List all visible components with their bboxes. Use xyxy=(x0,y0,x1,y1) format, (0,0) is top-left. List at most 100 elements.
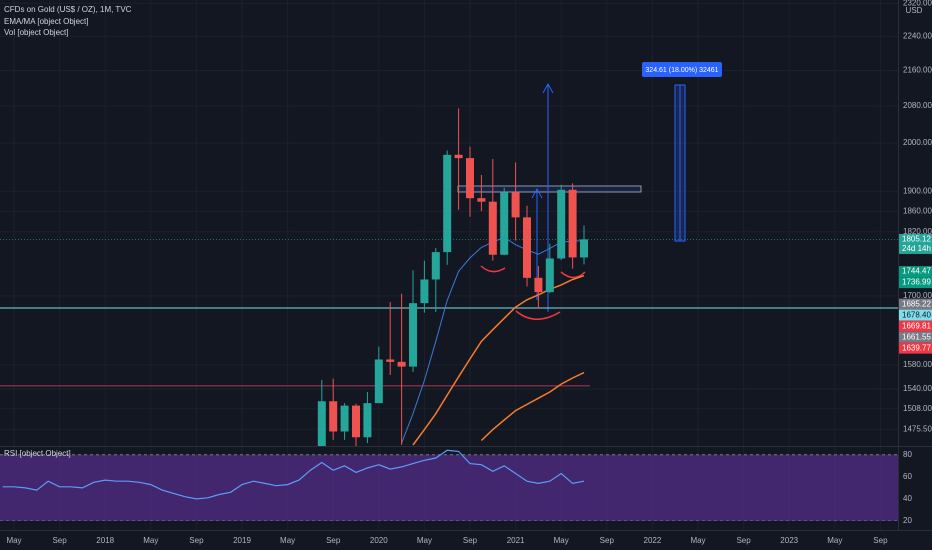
x-tick-label: 2023 xyxy=(780,536,798,545)
y-tick-label: 1475.50 xyxy=(903,424,932,433)
candle-body xyxy=(397,361,406,367)
candle-body xyxy=(443,154,452,253)
rsi-tick-label: 60 xyxy=(903,472,912,481)
price-tag-countdown: 24d 14h xyxy=(902,244,931,253)
y-tick-label: 2080.00 xyxy=(903,101,932,110)
x-tick-label: Sep xyxy=(736,536,751,545)
candle-body xyxy=(568,189,577,258)
price-tag xyxy=(899,266,932,278)
candle-body xyxy=(340,405,349,432)
candle-body xyxy=(363,403,372,438)
x-tick-label: Sep xyxy=(600,536,615,545)
x-tick-label: May xyxy=(6,536,21,545)
candle-body xyxy=(580,239,588,258)
candle-body xyxy=(534,277,543,293)
price-tag-label: 1669.81 xyxy=(902,321,931,330)
price-tag xyxy=(899,309,932,321)
candle-body xyxy=(431,252,440,280)
rsi-tick-label: 40 xyxy=(903,494,912,503)
candle-body xyxy=(329,401,338,432)
x-tick-label: May xyxy=(280,536,295,545)
candle-body xyxy=(545,258,554,293)
x-tick-label: Sep xyxy=(873,536,888,545)
y-tick-label: 2320.00 xyxy=(903,0,932,7)
zone-box xyxy=(457,185,642,193)
price-tag-label: 1661.55 xyxy=(902,332,931,341)
x-tick-label: 2022 xyxy=(644,536,662,545)
y-tick-label: 2000.00 xyxy=(903,138,932,147)
candle-body xyxy=(386,359,395,362)
price-tag-label: 1639.77 xyxy=(902,343,931,352)
x-tick-label: 2018 xyxy=(96,536,114,545)
measure-label: 324.61 (18.00%) 32461 xyxy=(645,67,718,74)
grid xyxy=(0,0,898,530)
candle-body xyxy=(454,154,463,159)
x-tick-label: Sep xyxy=(463,536,478,545)
price-tag-label: 1685.22 xyxy=(902,299,931,308)
candle-body xyxy=(352,405,360,438)
price-tag xyxy=(899,298,932,310)
y-tick-label: 1700.00 xyxy=(903,291,932,300)
indicator-label: Vol [object Object] xyxy=(4,28,68,37)
price-tag-label: 1678.40 xyxy=(902,310,931,319)
x-tick-label: Sep xyxy=(326,536,341,545)
x-tick-label: 2019 xyxy=(233,536,251,545)
y-tick-label: 1820.00 xyxy=(903,227,932,236)
price-tag xyxy=(899,233,932,254)
price-tag xyxy=(899,331,932,343)
x-tick-label: Sep xyxy=(189,536,204,545)
x-tick-label: 2021 xyxy=(507,536,525,545)
curve-drawing xyxy=(515,310,561,320)
currency-label: USD xyxy=(906,6,923,15)
chart-title: CFDs on Gold (US$ / OZ), 1M, TVC xyxy=(4,5,132,14)
x-tick-label: May xyxy=(827,536,842,545)
moving-average xyxy=(480,371,585,442)
y-tick-label: 2160.00 xyxy=(903,66,932,75)
arrow-head xyxy=(542,82,554,94)
candle-body xyxy=(477,198,486,202)
candle-body xyxy=(466,158,474,199)
candle-body xyxy=(511,192,520,218)
moving-average xyxy=(412,274,585,446)
price-tag-label: 1744.47 xyxy=(902,267,931,276)
price-tag xyxy=(899,277,932,289)
price-tag-label: 1736.99 xyxy=(902,278,931,287)
rsi-line xyxy=(2,449,585,500)
y-tick-label: 2240.00 xyxy=(903,31,932,40)
candle-body xyxy=(374,359,383,404)
rsi-tick-label: 20 xyxy=(903,516,912,525)
curve-drawing xyxy=(480,265,506,273)
price-tag-label: 1805.12 xyxy=(902,235,931,244)
y-tick-label: 1860.00 xyxy=(903,206,932,215)
arrow-head xyxy=(531,187,543,199)
rsi-label: RSI [object Object] xyxy=(4,449,71,458)
x-tick-label: May xyxy=(554,536,569,545)
x-tick-label: 2020 xyxy=(370,536,388,545)
y-tick-label: 1508.00 xyxy=(903,404,932,413)
y-tick-label: 1540.00 xyxy=(903,384,932,393)
candle-body xyxy=(523,217,531,278)
price-tag xyxy=(899,342,932,354)
rsi-pane xyxy=(0,449,898,521)
y-tick-label: 1900.00 xyxy=(903,186,932,195)
candle-body xyxy=(409,303,417,367)
rsi-tick-label: 80 xyxy=(903,450,912,459)
price-pane xyxy=(0,82,898,446)
candle-body xyxy=(500,192,509,255)
x-tick-label: May xyxy=(143,536,158,545)
x-tick-label: Sep xyxy=(52,536,67,545)
rsi-band xyxy=(0,454,898,521)
candle-body xyxy=(317,401,326,446)
indicator-label: EMA/MA [object Object] xyxy=(4,17,88,26)
candle-body xyxy=(488,201,497,255)
price-tag xyxy=(899,320,932,332)
x-tick-label: May xyxy=(417,536,432,545)
candle-body xyxy=(557,189,566,259)
y-tick-label: 1580.00 xyxy=(903,360,932,369)
x-tick-label: May xyxy=(690,536,705,545)
measure-label-bg xyxy=(642,62,722,77)
curve-drawing xyxy=(560,271,586,279)
candle-body xyxy=(420,279,429,304)
